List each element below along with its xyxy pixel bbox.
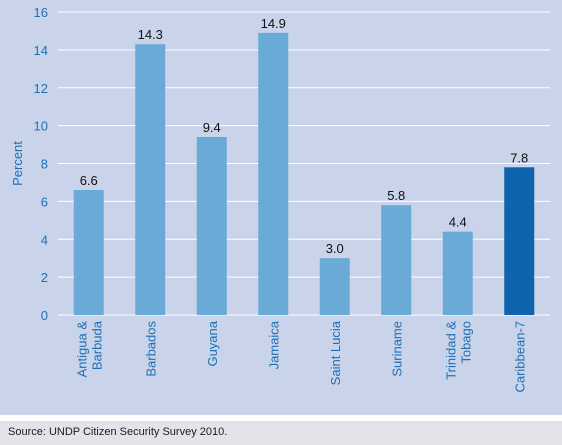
bar-3 [258,32,289,316]
y-tick-label: 6 [41,194,48,209]
value-label: 14.9 [261,16,286,31]
category-label: Caribbean-7 [512,321,527,393]
category-label: Barbados [143,321,158,377]
category-label-line: Trinidad & [443,321,458,380]
category-label-line: Antigua & [74,321,89,378]
value-label: 3.0 [326,241,344,256]
value-label: 14.3 [138,27,163,42]
category-label: Guyana [205,320,220,366]
category-label-line: Guyana [205,320,220,366]
value-label: 9.4 [203,120,221,135]
category-label-line: Barbuda [89,320,104,370]
bar-7 [504,167,535,315]
y-tick-label: 10 [34,119,48,134]
value-label: 4.4 [449,215,467,230]
bar-2 [196,136,227,315]
category-label-line: Suriname [389,321,404,377]
category-label: Suriname [389,321,404,377]
bar-6 [442,231,473,315]
bar-1 [135,44,166,315]
category-label-line: Caribbean-7 [512,321,527,393]
category-label: Antigua & Barbuda [74,320,104,377]
category-label-line: Saint Lucia [328,320,343,385]
value-label: 7.8 [510,150,528,165]
source-note: Source: UNDP Citizen Security Survey 201… [8,426,228,438]
y-tick-label: 8 [41,157,48,172]
value-label: 6.6 [80,173,98,188]
bar-5 [381,205,412,315]
y-tick-label: 16 [34,5,48,20]
category-label: Trinidad & Tobago [443,321,473,380]
chart-panel: 0 2 4 6 8 10 12 14 16 Percent 6.6 Antigua & Barbuda 1… [0,0,562,415]
category-label-line: Jamaica [266,320,281,369]
category-label-line: Tobago [458,321,473,364]
category-label: Jamaica [266,320,281,369]
category-label-line: Barbados [143,321,158,377]
y-tick-label: 4 [41,232,48,247]
y-axis-title: Percent [10,141,25,186]
value-label: 5.8 [387,188,405,203]
y-tick-label: 12 [34,81,48,96]
footer-band [0,421,562,445]
bar-chart: 0 2 4 6 8 10 12 14 16 Percent 6.6 Antigua & Barbuda 1… [10,5,550,393]
bar-0 [73,190,104,315]
category-label: Saint Lucia [328,320,343,385]
y-tick-label: 0 [41,308,48,323]
bar-4 [319,258,350,315]
y-tick-label: 14 [34,43,48,58]
y-tick-label: 2 [41,270,48,285]
